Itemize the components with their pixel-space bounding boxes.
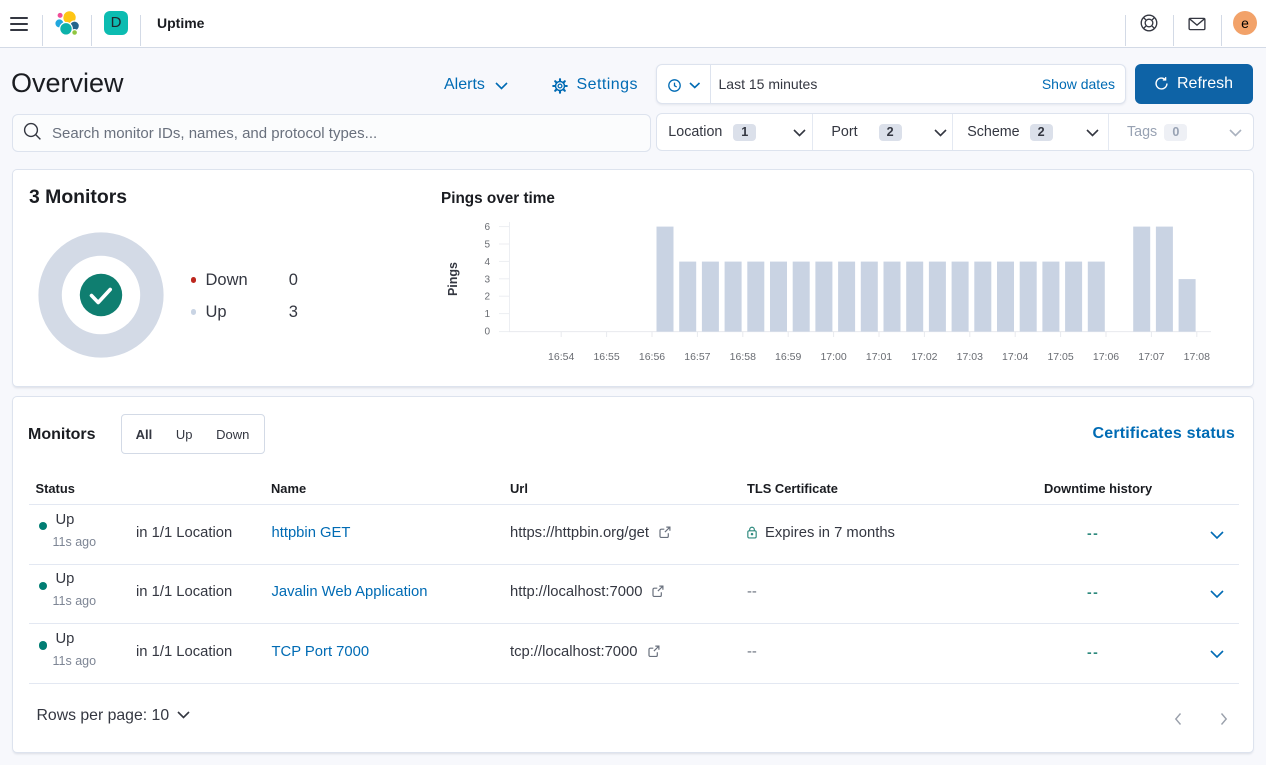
- svg-text:2: 2: [484, 292, 490, 303]
- svg-text:17:07: 17:07: [1138, 351, 1164, 363]
- svg-text:16:56: 16:56: [639, 351, 665, 363]
- svg-text:3: 3: [484, 274, 490, 285]
- svg-text:17:05: 17:05: [1047, 351, 1073, 363]
- svg-text:17:02: 17:02: [911, 351, 937, 363]
- svg-text:16:59: 16:59: [775, 351, 801, 363]
- svg-text:17:01: 17:01: [866, 351, 892, 363]
- svg-text:16:58: 16:58: [730, 351, 756, 363]
- svg-text:6: 6: [484, 222, 490, 233]
- svg-text:16:54: 16:54: [548, 351, 574, 363]
- svg-text:Pings: Pings: [446, 262, 460, 296]
- svg-text:16:57: 16:57: [684, 351, 710, 363]
- svg-text:1: 1: [484, 309, 490, 320]
- svg-text:16:55: 16:55: [593, 351, 619, 363]
- svg-text:17:04: 17:04: [1002, 351, 1028, 363]
- svg-text:17:00: 17:00: [820, 351, 846, 363]
- svg-text:4: 4: [484, 257, 490, 268]
- svg-text:17:08: 17:08: [1184, 351, 1210, 363]
- svg-text:17:06: 17:06: [1093, 351, 1119, 363]
- svg-text:5: 5: [484, 240, 490, 251]
- svg-text:0: 0: [484, 327, 490, 338]
- svg-text:17:03: 17:03: [957, 351, 983, 363]
